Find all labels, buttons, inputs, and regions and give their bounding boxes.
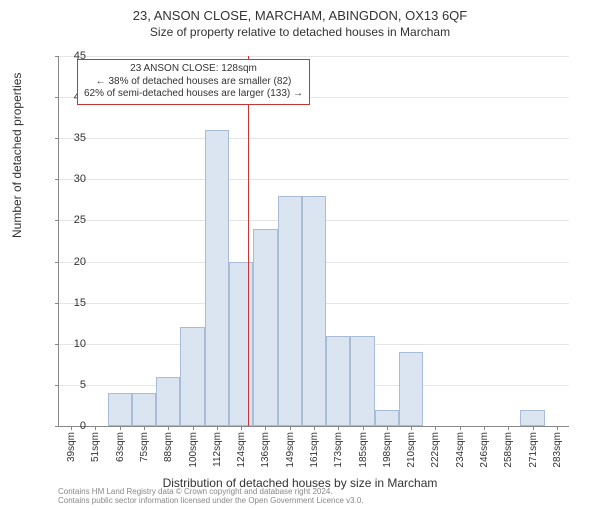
annotation-box: 23 ANSON CLOSE: 128sqm← 38% of detached … xyxy=(77,59,310,105)
x-tick-label: 75sqm xyxy=(139,432,150,462)
x-tick-label: 39sqm xyxy=(66,432,77,462)
y-axis-label: Number of detached properties xyxy=(10,73,24,238)
x-tick-label: 100sqm xyxy=(188,432,199,468)
footer-line2: Contains public sector information licen… xyxy=(58,497,580,506)
x-tick-mark xyxy=(168,426,169,430)
x-tick-label: 88sqm xyxy=(163,432,174,462)
y-tick-mark xyxy=(55,138,59,139)
grid-line xyxy=(59,179,569,180)
y-tick-label: 0 xyxy=(62,420,86,432)
x-tick-mark xyxy=(363,426,364,430)
x-tick-label: 136sqm xyxy=(260,432,271,468)
x-tick-label: 185sqm xyxy=(358,432,369,468)
y-tick-label: 25 xyxy=(62,214,86,226)
histogram-bar xyxy=(375,410,399,426)
x-tick-label: 173sqm xyxy=(333,432,344,468)
y-tick-mark xyxy=(55,220,59,221)
y-tick-mark xyxy=(55,303,59,304)
y-tick-mark xyxy=(55,262,59,263)
y-tick-label: 5 xyxy=(62,379,86,391)
y-tick-label: 35 xyxy=(62,132,86,144)
reference-line xyxy=(248,56,249,426)
histogram-bar xyxy=(156,377,180,426)
x-tick-mark xyxy=(508,426,509,430)
x-tick-label: 258sqm xyxy=(503,432,514,468)
x-tick-mark xyxy=(484,426,485,430)
y-tick-label: 10 xyxy=(62,338,86,350)
histogram-bar xyxy=(278,196,302,426)
annotation-line3: 62% of semi-detached houses are larger (… xyxy=(84,88,303,101)
histogram-bar xyxy=(180,327,204,426)
x-tick-mark xyxy=(144,426,145,430)
chart-title: 23, ANSON CLOSE, MARCHAM, ABINGDON, OX13… xyxy=(0,8,600,23)
y-tick-mark xyxy=(55,426,59,427)
histogram-bar xyxy=(205,130,229,426)
x-tick-label: 149sqm xyxy=(285,432,296,468)
x-tick-mark xyxy=(314,426,315,430)
x-tick-label: 198sqm xyxy=(382,432,393,468)
histogram-bar xyxy=(108,393,132,426)
x-tick-mark xyxy=(95,426,96,430)
y-tick-mark xyxy=(55,385,59,386)
histogram-bar xyxy=(132,393,156,426)
grid-line xyxy=(59,56,569,57)
x-tick-label: 161sqm xyxy=(309,432,320,468)
y-tick-label: 30 xyxy=(62,173,86,185)
grid-line xyxy=(59,138,569,139)
x-tick-label: 234sqm xyxy=(455,432,466,468)
annotation-line1: 23 ANSON CLOSE: 128sqm xyxy=(84,63,303,76)
x-tick-mark xyxy=(387,426,388,430)
y-tick-mark xyxy=(55,97,59,98)
x-tick-label: 63sqm xyxy=(115,432,126,462)
x-tick-label: 51sqm xyxy=(90,432,101,462)
histogram-bar xyxy=(229,262,253,426)
histogram-bar xyxy=(326,336,350,426)
x-tick-label: 124sqm xyxy=(236,432,247,468)
x-tick-mark xyxy=(241,426,242,430)
y-tick-mark xyxy=(55,179,59,180)
x-tick-mark xyxy=(533,426,534,430)
x-tick-mark xyxy=(460,426,461,430)
y-tick-label: 20 xyxy=(62,256,86,268)
x-tick-mark xyxy=(557,426,558,430)
x-tick-mark xyxy=(338,426,339,430)
x-tick-label: 271sqm xyxy=(528,432,539,468)
y-tick-mark xyxy=(55,344,59,345)
histogram-bar xyxy=(350,336,374,426)
y-tick-mark xyxy=(55,56,59,57)
histogram-bar xyxy=(399,352,423,426)
x-tick-label: 222sqm xyxy=(430,432,441,468)
x-tick-label: 112sqm xyxy=(212,432,223,467)
x-tick-label: 283sqm xyxy=(552,432,563,468)
histogram-bar xyxy=(253,229,277,426)
x-tick-mark xyxy=(193,426,194,430)
x-tick-mark xyxy=(290,426,291,430)
x-tick-mark xyxy=(120,426,121,430)
x-tick-label: 246sqm xyxy=(479,432,490,468)
histogram-bar xyxy=(520,410,544,426)
y-tick-label: 15 xyxy=(62,297,86,309)
chart-plot-area: 23 ANSON CLOSE: 128sqm← 38% of detached … xyxy=(58,56,569,427)
footer-attribution: Contains HM Land Registry data © Crown c… xyxy=(58,488,580,506)
chart-subtitle: Size of property relative to detached ho… xyxy=(0,25,600,39)
annotation-line2: ← 38% of detached houses are smaller (82… xyxy=(84,76,303,89)
x-tick-mark xyxy=(265,426,266,430)
x-tick-mark xyxy=(411,426,412,430)
x-tick-mark xyxy=(217,426,218,430)
x-tick-mark xyxy=(435,426,436,430)
histogram-bar xyxy=(302,196,326,426)
x-tick-label: 210sqm xyxy=(406,432,417,468)
